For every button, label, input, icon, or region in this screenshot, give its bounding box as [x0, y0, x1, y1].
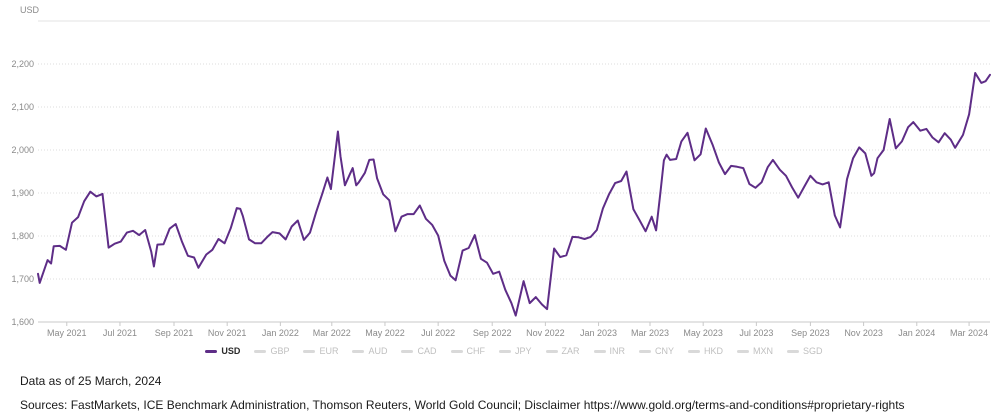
- sources-text: Sources: FastMarkets, ICE Benchmark Admi…: [20, 398, 905, 412]
- legend-label: GBP: [270, 345, 290, 356]
- legend-swatch-icon: [787, 349, 800, 353]
- currency-legend: USD GBP EUR AUD CAD CHF JPY ZAR INR CNY HKD MXN SGD: [38, 344, 990, 358]
- legend-item-jpy[interactable]: JPY: [499, 345, 532, 356]
- legend-label: CNY: [655, 345, 675, 356]
- legend-item-sgd[interactable]: SGD: [787, 345, 823, 356]
- x-axis-tick-label: Nov 2022: [526, 328, 565, 338]
- legend-label: ZAR: [561, 345, 580, 356]
- legend-label: SGD: [803, 345, 823, 356]
- legend-label: EUR: [319, 345, 339, 356]
- x-axis-tick-label: Jul 2021: [103, 328, 137, 338]
- legend-swatch-icon: [450, 349, 463, 353]
- legend-swatch-icon: [593, 349, 606, 353]
- legend-swatch-icon: [688, 349, 701, 353]
- x-axis-tick-label: Mar 2022: [313, 328, 351, 338]
- legend-item-chf[interactable]: CHF: [450, 345, 486, 356]
- x-axis-tick-label: Mar 2023: [631, 328, 669, 338]
- x-axis-tick-label: Sep 2022: [473, 328, 512, 338]
- legend-item-gbp[interactable]: GBP: [254, 345, 290, 356]
- legend-swatch-icon: [254, 349, 267, 353]
- y-axis-unit-label: USD: [20, 5, 40, 15]
- y-axis-tick-label: 1,900: [11, 188, 34, 198]
- legend-item-aud[interactable]: AUD: [352, 345, 388, 356]
- legend-item-cad[interactable]: CAD: [401, 345, 437, 356]
- legend-swatch-icon: [545, 349, 558, 353]
- y-axis-tick-label: 2,000: [11, 145, 34, 155]
- legend-label: INR: [609, 345, 626, 356]
- usd-price-line: [37, 72, 991, 317]
- x-axis-tick-label: Jul 2022: [421, 328, 455, 338]
- price-line-chart-canvas: 2,200 2,100 2,000 1,900 1,800 1,700 1,600 May 2…: [11, 20, 991, 338]
- y-axis-tick-label: 1,600: [11, 317, 34, 327]
- x-axis-tick-label: Nov 2021: [208, 328, 247, 338]
- x-axis-tick-label: May 2021: [47, 328, 87, 338]
- data-as-of-text: Data as of 25 March, 2024: [20, 374, 162, 388]
- legend-swatch-icon: [401, 349, 414, 353]
- legend-item-usd[interactable]: USD: [205, 345, 241, 356]
- legend-swatch-icon: [205, 349, 218, 353]
- y-axis-tick-label: 1,700: [11, 274, 34, 284]
- legend-swatch-icon: [639, 349, 652, 353]
- legend-item-inr[interactable]: INR: [593, 345, 626, 356]
- legend-label: CHF: [466, 345, 486, 356]
- y-axis-tick-label: 2,200: [11, 59, 34, 69]
- legend-label: USD: [221, 345, 241, 356]
- y-axis-tick-label: 1,800: [11, 231, 34, 241]
- legend-item-eur[interactable]: EUR: [303, 345, 339, 356]
- x-axis-tick-label: Jan 2023: [580, 328, 617, 338]
- legend-item-hkd[interactable]: HKD: [688, 345, 724, 356]
- legend-label: MXN: [753, 345, 774, 356]
- legend-swatch-icon: [303, 349, 316, 353]
- x-axis-tick-label: Sep 2023: [791, 328, 830, 338]
- x-axis-tick-label: Sep 2021: [155, 328, 194, 338]
- legend-swatch-icon: [737, 349, 750, 353]
- legend-item-cny[interactable]: CNY: [639, 345, 675, 356]
- legend-swatch-icon: [352, 349, 365, 353]
- x-axis-tick-label: Nov 2023: [844, 328, 883, 338]
- legend-label: JPY: [515, 345, 532, 356]
- x-axis-tick-label: Jul 2023: [739, 328, 773, 338]
- legend-swatch-icon: [499, 349, 511, 353]
- legend-label: AUD: [368, 345, 388, 356]
- legend-label: CAD: [417, 345, 437, 356]
- legend-item-mxn[interactable]: MXN: [737, 345, 774, 356]
- x-axis-tick-label: Jan 2024: [898, 328, 935, 338]
- legend-label: HKD: [704, 345, 724, 356]
- y-axis-tick-label: 2,100: [11, 102, 34, 112]
- x-axis-tick-label: May 2023: [683, 328, 723, 338]
- x-axis-tick-label: May 2022: [365, 328, 405, 338]
- x-axis-tick-label: Mar 2024: [950, 328, 988, 338]
- legend-item-zar[interactable]: ZAR: [545, 345, 580, 356]
- x-axis-tick-label: Jan 2022: [262, 328, 299, 338]
